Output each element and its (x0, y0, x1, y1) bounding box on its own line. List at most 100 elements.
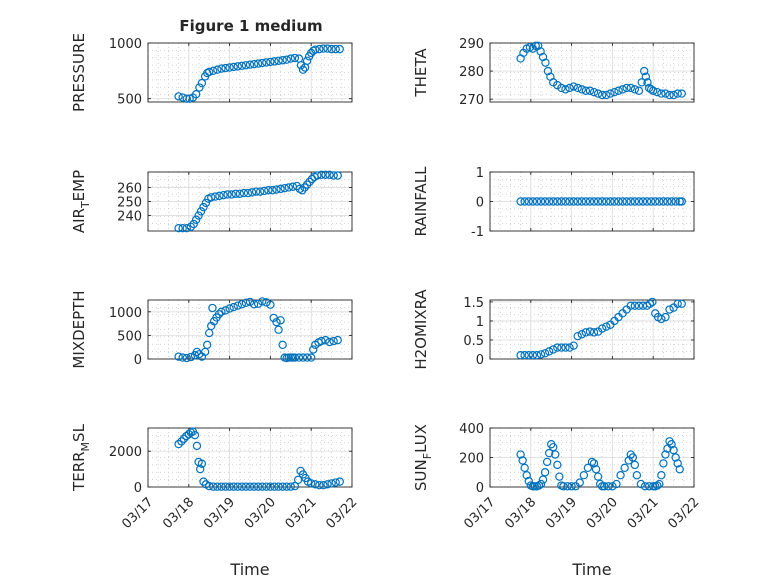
data-point (628, 453, 638, 462)
data-point (675, 465, 684, 474)
data-point (659, 197, 668, 206)
data-point (286, 482, 295, 491)
data-point (302, 353, 312, 362)
y-axis-label: THETA (412, 48, 430, 98)
data-point (634, 301, 644, 310)
y-axis-label: RAINFALL (412, 166, 430, 237)
data-point (630, 85, 640, 94)
data-point (637, 78, 646, 87)
y-axis-label-subscript: M (79, 442, 92, 452)
data-point (577, 197, 587, 206)
data-point (653, 481, 662, 490)
data-point (600, 482, 609, 491)
data-point (199, 202, 208, 212)
subplot-8: 0 200 400 SUNFLUX 03/17 03/18 03/19 03/20 03/21 0… (412, 422, 702, 579)
data-point (579, 471, 589, 480)
subplot-6: 0 0.5 1 1.5 H2OMIXRA (412, 289, 695, 370)
data-point (317, 170, 326, 180)
data-point (317, 336, 326, 346)
data-point (538, 475, 548, 484)
y-tick-label: 2000 (109, 445, 142, 460)
data-point (186, 352, 196, 362)
data-point (294, 353, 304, 362)
data-point (585, 327, 595, 336)
data-point (553, 460, 562, 470)
data-point (233, 482, 242, 491)
data-point (593, 89, 603, 98)
data-point (667, 440, 676, 449)
data-point (217, 64, 226, 73)
data-point (256, 187, 265, 196)
data-point (673, 459, 682, 468)
data-point (677, 89, 686, 98)
data-point (315, 481, 324, 490)
y-tick-label: 0 (134, 481, 142, 496)
data-point (192, 347, 202, 357)
data-point (516, 350, 525, 360)
data-point (325, 170, 334, 180)
data-point (557, 83, 566, 93)
x-tick-label: 03/22 (323, 495, 360, 532)
data-point (302, 180, 312, 189)
data-point (520, 197, 529, 206)
data-point (533, 41, 543, 51)
data-point (191, 90, 201, 99)
data-point (661, 450, 670, 459)
data-point (321, 335, 330, 345)
data-point (659, 459, 668, 468)
data-point (209, 482, 218, 491)
data-point (186, 222, 196, 231)
data-point (272, 185, 281, 194)
y-tick-label: 500 (117, 329, 142, 344)
data-point (298, 65, 308, 74)
y-tick-label: 290 (459, 37, 484, 52)
data-point (602, 322, 611, 331)
data-point (219, 190, 228, 200)
x-tick-label: 03/21 (283, 495, 320, 532)
data-point (589, 197, 599, 206)
x-tick-label: 03/19 (201, 495, 238, 532)
data-point (591, 465, 601, 474)
data-point (280, 183, 289, 193)
data-point (331, 44, 340, 54)
data-point (270, 482, 279, 491)
data-point (528, 350, 538, 360)
y-axis-label-base: TERR (70, 451, 88, 492)
data-point (204, 67, 214, 77)
data-point (202, 340, 212, 350)
data-point (563, 482, 572, 491)
data-point (235, 189, 244, 198)
data-point (290, 481, 300, 491)
data-point (573, 331, 582, 341)
data-point (542, 457, 552, 467)
y-axis-label-rest: LUX (412, 424, 430, 453)
data-point (610, 87, 619, 97)
y-axis-label-base: MIXDEPTH (70, 290, 88, 368)
data-point (655, 197, 664, 206)
data-point (229, 62, 238, 72)
data-point (264, 186, 273, 195)
y-tick-label: 0 (476, 481, 484, 496)
data-point (626, 301, 635, 310)
y-axis-label: PRESSURE (70, 33, 88, 112)
y-axis-label: AIRTEMP (70, 170, 92, 233)
data-point (589, 328, 599, 337)
data-point (553, 343, 562, 352)
data-point (657, 314, 666, 324)
data-point (213, 65, 222, 74)
y-tick-label: 0 (134, 353, 142, 368)
data-point (307, 353, 316, 362)
data-point (266, 482, 275, 491)
data-point (569, 82, 578, 91)
data-point (551, 450, 560, 459)
y-axis-label: TERRMSL (70, 423, 92, 492)
figure-title: Figure 1 medium (179, 17, 322, 35)
y-tick-label: 1000 (109, 306, 142, 321)
subplot-2: 270 280 290 THETA (412, 37, 695, 108)
data-point (199, 477, 208, 486)
y-tick-label: 1 (476, 315, 484, 330)
data-point (661, 89, 670, 98)
data-point (245, 297, 255, 307)
x-axis-label: Time (571, 560, 611, 579)
